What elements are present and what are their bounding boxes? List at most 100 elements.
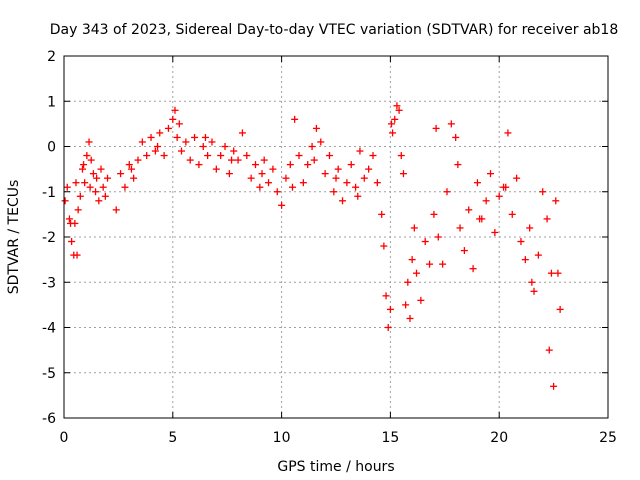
data-point xyxy=(95,197,103,205)
data-point xyxy=(74,206,82,214)
data-point xyxy=(545,346,553,354)
data-point xyxy=(387,120,395,128)
data-point xyxy=(393,102,401,110)
y-tick-label: 1 xyxy=(47,94,56,110)
data-point xyxy=(288,183,296,191)
data-point xyxy=(164,124,172,132)
data-point xyxy=(397,152,405,160)
data-point xyxy=(508,210,516,218)
data-point xyxy=(469,265,477,273)
data-point xyxy=(347,161,355,169)
y-tick-labels: -6 -5 -4 -3 -2 -1 0 1 2 xyxy=(42,49,56,427)
data-point xyxy=(130,174,138,182)
data-point xyxy=(354,192,362,200)
data-point xyxy=(476,215,484,223)
data-point xyxy=(299,179,307,187)
data-point xyxy=(258,170,266,178)
data-point xyxy=(447,120,455,128)
data-point xyxy=(295,152,303,160)
data-point xyxy=(186,156,194,164)
data-point xyxy=(80,161,88,169)
data-point xyxy=(81,179,89,187)
data-point xyxy=(256,183,264,191)
x-tick-label: 0 xyxy=(60,430,69,446)
y-tick-label: -3 xyxy=(42,275,56,291)
data-point xyxy=(160,152,168,160)
data-point xyxy=(282,174,290,182)
data-point xyxy=(382,292,390,300)
data-point xyxy=(343,179,351,187)
x-axis-label: GPS time / hours xyxy=(277,459,394,475)
data-point xyxy=(104,174,112,182)
data-point xyxy=(304,161,312,169)
x-tick-label: 15 xyxy=(381,430,399,446)
data-point xyxy=(273,188,281,196)
data-point xyxy=(473,179,481,187)
data-point xyxy=(399,170,407,178)
data-point xyxy=(491,228,499,236)
data-point xyxy=(68,238,76,246)
chart-title: Day 343 of 2023, Sidereal Day-to-day VTE… xyxy=(50,22,619,38)
data-point xyxy=(112,206,120,214)
data-point xyxy=(360,174,368,182)
data-point xyxy=(456,224,464,232)
x-tick-label: 10 xyxy=(273,430,291,446)
data-point xyxy=(208,138,216,146)
data-point xyxy=(243,152,251,160)
data-point xyxy=(378,210,386,218)
data-points xyxy=(61,102,564,390)
data-point xyxy=(404,278,412,286)
data-point xyxy=(380,242,388,250)
data-point xyxy=(101,192,109,200)
data-point xyxy=(61,197,69,205)
data-point xyxy=(410,224,418,232)
data-point xyxy=(265,179,273,187)
data-point xyxy=(217,152,225,160)
data-point xyxy=(134,156,142,164)
data-point xyxy=(502,183,510,191)
y-axis-label: SDTVAR / TECUs xyxy=(6,180,22,295)
data-point xyxy=(486,170,494,178)
data-point xyxy=(434,233,442,241)
data-point xyxy=(260,156,268,164)
data-point xyxy=(391,115,399,123)
data-point xyxy=(85,138,93,146)
data-point xyxy=(182,138,190,146)
data-point xyxy=(191,133,199,141)
data-point xyxy=(389,129,397,137)
data-point xyxy=(334,165,342,173)
data-point xyxy=(63,183,71,191)
data-point xyxy=(526,224,534,232)
data-point xyxy=(417,296,425,304)
data-point xyxy=(439,260,447,268)
data-point xyxy=(286,161,294,169)
grid-lines xyxy=(64,56,608,418)
axis-ticks xyxy=(63,55,609,419)
data-point xyxy=(556,305,564,313)
data-point xyxy=(402,301,410,309)
x-tick-label: 25 xyxy=(599,430,617,446)
x-tick-label: 5 xyxy=(168,430,177,446)
x-tick-label: 20 xyxy=(490,430,508,446)
data-point xyxy=(308,143,316,150)
data-point xyxy=(86,183,94,191)
data-point xyxy=(482,197,490,205)
data-point xyxy=(171,106,179,114)
data-point xyxy=(65,215,73,223)
data-point xyxy=(443,188,451,196)
data-point xyxy=(156,129,164,137)
y-tick-label: -6 xyxy=(42,411,56,427)
data-point xyxy=(230,147,238,155)
data-point xyxy=(234,156,242,164)
data-point xyxy=(121,183,129,191)
data-point xyxy=(269,165,277,173)
data-point xyxy=(325,152,333,160)
data-point xyxy=(330,188,338,196)
y-tick-label: -1 xyxy=(42,185,56,201)
data-point xyxy=(73,251,81,259)
y-tick-label: -5 xyxy=(42,366,56,382)
data-point xyxy=(395,106,403,114)
y-tick-label: 0 xyxy=(47,140,56,156)
data-point xyxy=(386,305,394,313)
